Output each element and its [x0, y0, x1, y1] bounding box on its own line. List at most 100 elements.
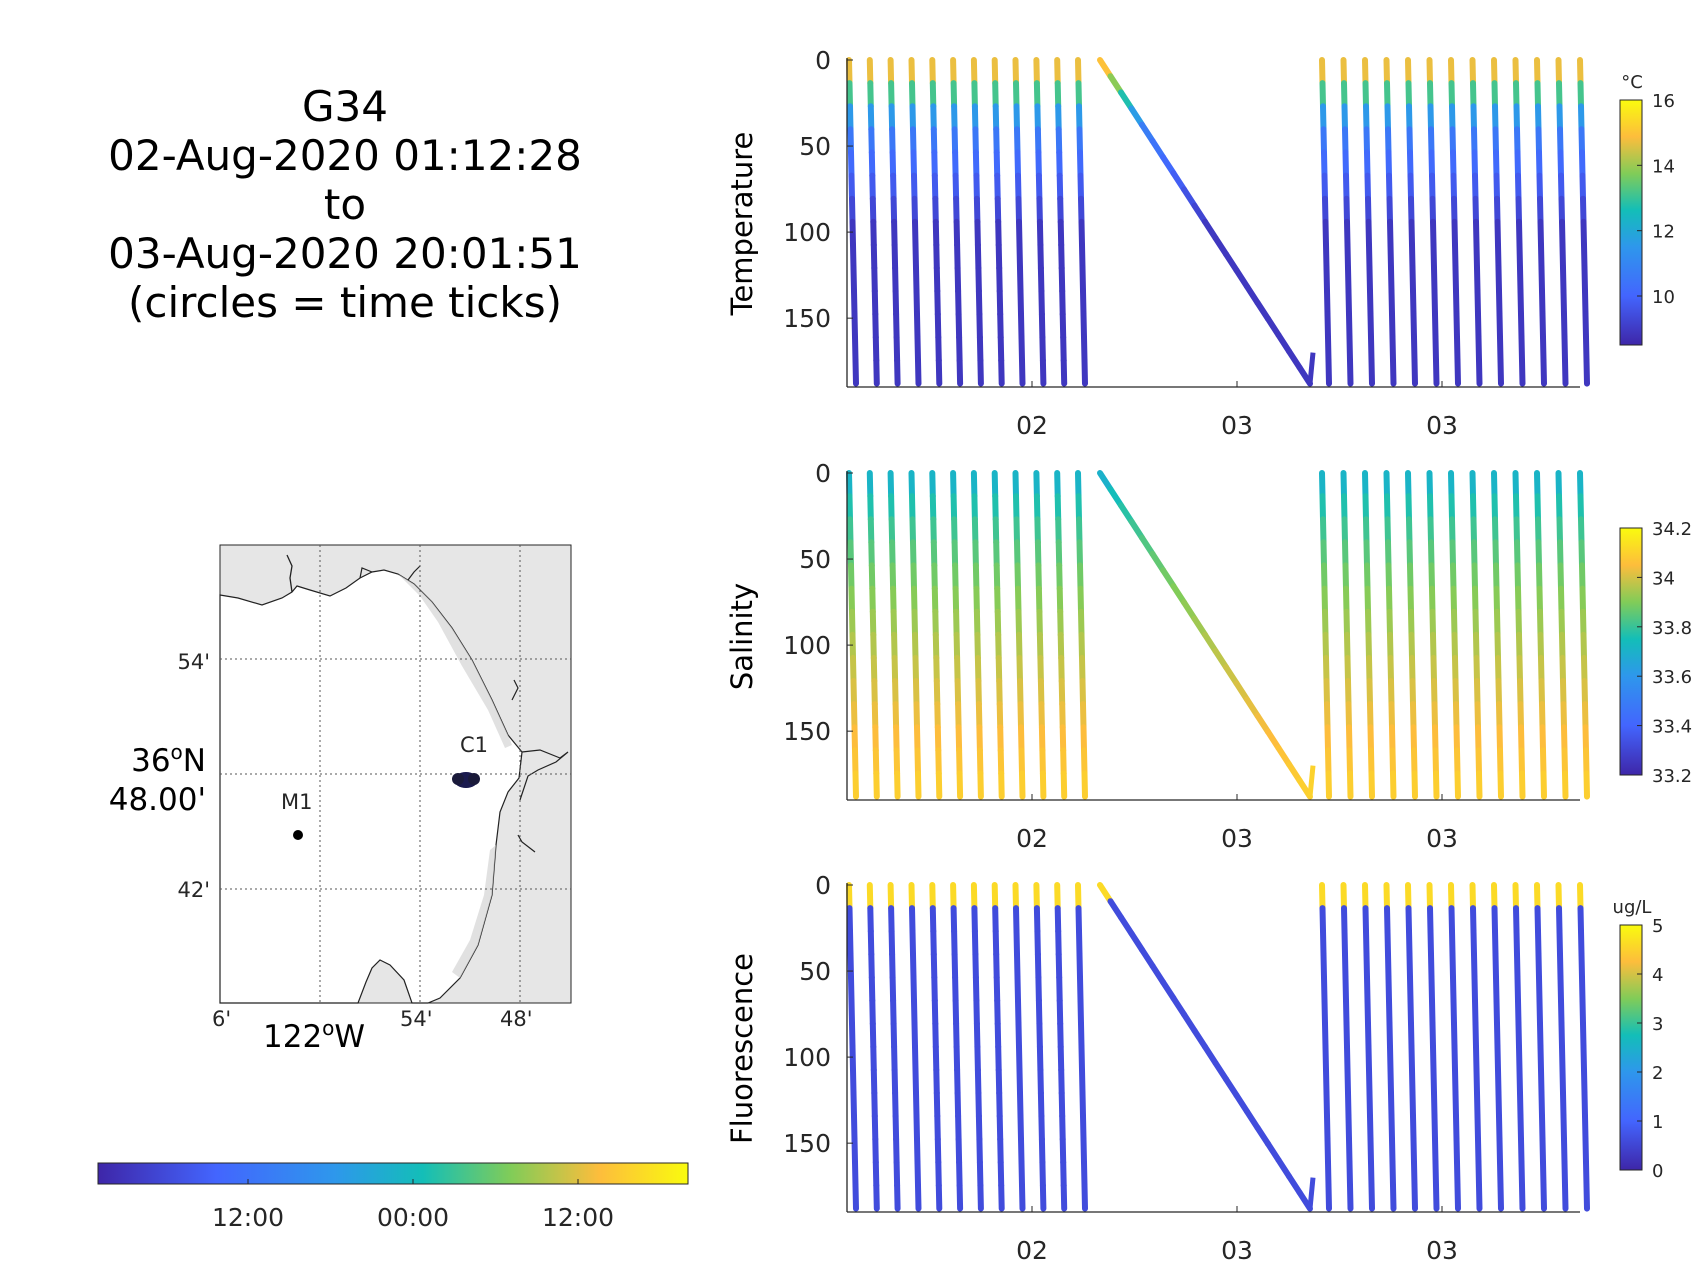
profile-segment — [954, 265, 962, 295]
profile-segment — [1514, 562, 1521, 592]
profile-segment — [848, 562, 855, 592]
profile-segment — [1429, 608, 1436, 638]
transect-segment — [1160, 567, 1177, 590]
profile-segment — [1411, 770, 1418, 800]
profile-segment — [892, 1090, 899, 1120]
profile-segment — [1385, 562, 1392, 592]
profile-segment — [1015, 1020, 1022, 1050]
profile-segment — [1389, 1159, 1396, 1189]
profile-segment — [1538, 241, 1545, 271]
profile-segment — [1580, 218, 1587, 248]
profile-segment — [1341, 905, 1348, 935]
profile-segment — [1345, 1090, 1352, 1120]
profile-segment — [1535, 951, 1542, 981]
profile-segment — [1387, 1043, 1394, 1073]
profile-segment — [970, 470, 978, 500]
profile-segment — [1059, 288, 1066, 318]
profile-segment — [1384, 493, 1391, 523]
profile-segment — [849, 195, 856, 225]
profile-segment — [1383, 470, 1390, 500]
profile-segment — [888, 493, 895, 523]
x-tick-label: 02 — [1016, 824, 1048, 853]
profile-segment — [1534, 493, 1541, 523]
profile-segment — [1496, 1136, 1503, 1166]
profile-segment — [933, 1090, 941, 1120]
profile-segment — [1012, 882, 1019, 912]
figure-title: G34 02-Aug-2020 01:12:28 to 03-Aug-2020 … — [95, 82, 595, 327]
profile-segment — [1472, 585, 1479, 615]
profile-segment — [1430, 1066, 1437, 1096]
profile-segment — [975, 265, 982, 295]
profile-segment — [913, 1090, 920, 1120]
transect-segment — [1244, 696, 1261, 719]
profile-segment — [973, 997, 980, 1027]
profile-segment — [1428, 951, 1435, 981]
profile-segment — [1077, 997, 1084, 1027]
profile-segment — [1016, 631, 1023, 661]
profile-segment — [1363, 103, 1370, 133]
profile-segment — [1347, 770, 1354, 800]
profile-segment — [892, 701, 900, 731]
profile-segment — [1514, 539, 1521, 569]
profile-segment — [933, 1066, 940, 1096]
profile-segment — [1364, 974, 1371, 1004]
profile-segment — [889, 126, 896, 156]
profile-segment — [1406, 126, 1413, 156]
profile-segment — [1448, 80, 1455, 110]
profile-segment — [910, 951, 917, 981]
time-colorbar-bar — [97, 1162, 689, 1185]
profile-segment — [1388, 1090, 1395, 1120]
profile-segment — [1081, 1159, 1088, 1189]
profile-segment — [1058, 654, 1065, 684]
profile-segment — [1037, 654, 1044, 684]
profile-segment — [868, 974, 876, 1004]
profile-segment — [1346, 747, 1353, 777]
y-tick-label: 100 — [783, 631, 831, 660]
profile-segment — [1322, 1043, 1329, 1073]
profile-segment — [1036, 1020, 1043, 1050]
profile-segment — [956, 1182, 964, 1212]
profile-segment — [995, 631, 1002, 661]
x-tick-label: 02 — [1016, 1236, 1048, 1265]
profile-segment — [1473, 654, 1480, 684]
profile-segment — [997, 311, 1004, 341]
profile-segment — [1534, 470, 1541, 500]
profile-segment — [1492, 928, 1499, 958]
profile-segment — [1428, 126, 1435, 156]
profile-segment — [1362, 470, 1369, 500]
profile-segment — [1320, 928, 1327, 958]
map-grid — [220, 545, 571, 1003]
profile-segment — [1431, 1113, 1438, 1143]
profile-segment — [1475, 334, 1482, 364]
profile-segment — [1432, 1136, 1439, 1166]
x-tick-label: 03 — [1221, 1236, 1253, 1265]
profile-segment — [1018, 747, 1025, 777]
profile-segment — [1450, 149, 1457, 179]
profile-segment — [868, 951, 875, 981]
river-line — [517, 834, 536, 853]
profile-segment — [1324, 724, 1331, 754]
profile-segment — [1407, 997, 1414, 1027]
profile-segment — [1493, 562, 1500, 592]
profile-segment — [1388, 678, 1395, 708]
profile-segment — [852, 1182, 859, 1212]
profile-segment — [1577, 57, 1584, 87]
profile-segment — [849, 1020, 856, 1050]
profile-segment — [1387, 631, 1394, 661]
profile-segment — [1537, 195, 1544, 225]
profile-segment — [1471, 126, 1478, 156]
profile-segment — [1018, 1159, 1025, 1189]
profile-segment — [933, 265, 941, 295]
profile-segment — [935, 770, 943, 800]
profile-segment — [915, 770, 922, 800]
profile-segment — [1060, 357, 1068, 387]
profile-segment — [912, 1066, 919, 1096]
profile-segment — [1513, 905, 1520, 935]
profile-segment — [909, 103, 916, 133]
profile-segment — [1513, 928, 1520, 958]
profile-segment — [1405, 470, 1412, 500]
profile-segment — [1540, 770, 1547, 800]
river-line — [407, 565, 421, 581]
profile-segment — [954, 678, 962, 708]
profile-segment — [993, 951, 1000, 981]
